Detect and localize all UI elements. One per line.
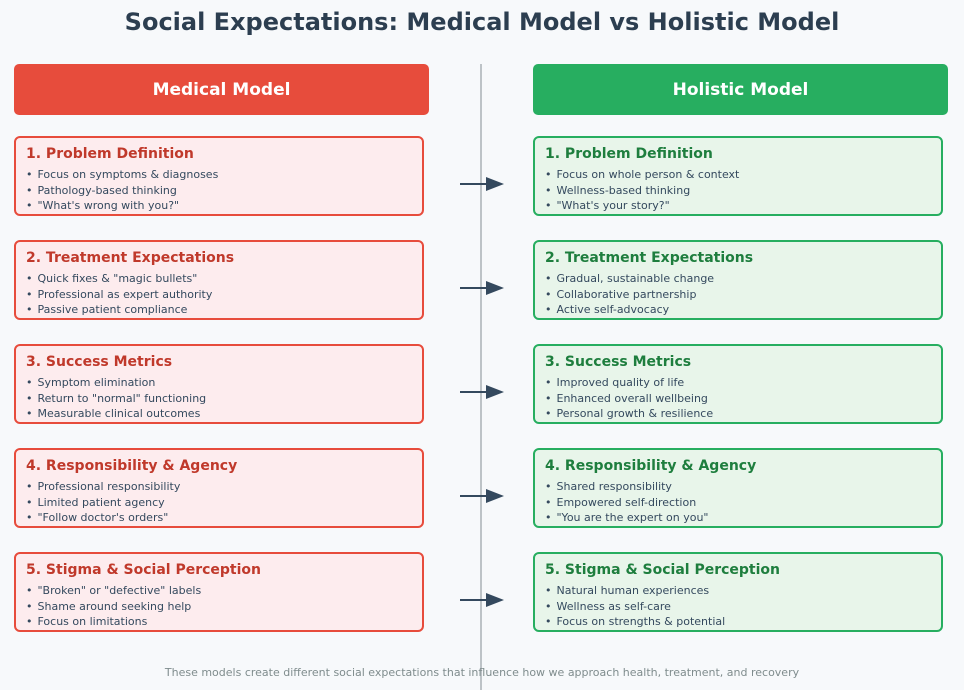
- list-item: Measurable clinical outcomes: [26, 406, 412, 422]
- card-title: 2. Treatment Expectations: [545, 250, 754, 266]
- card-title: 3. Success Metrics: [545, 354, 692, 370]
- card-title: 1. Problem Definition: [545, 146, 713, 162]
- list-item: Natural human experiences: [545, 583, 931, 599]
- list-item: Passive patient compliance: [26, 302, 412, 318]
- list-item: Improved quality of life: [545, 375, 931, 391]
- arrow-right-icon: [460, 281, 504, 295]
- card-title: 3. Success Metrics: [26, 354, 173, 370]
- list-item: Wellness-based thinking: [545, 183, 931, 199]
- medical-card-treatment-expectations: 2. Treatment Expectations Quick fixes & …: [14, 240, 424, 320]
- list-item: Active self-advocacy: [545, 302, 931, 318]
- list-item: Return to "normal" functioning: [26, 391, 412, 407]
- list-item: Limited patient agency: [26, 495, 412, 511]
- list-item: Shared responsibility: [545, 479, 931, 495]
- list-item: Wellness as self-care: [545, 599, 931, 615]
- list-item: Professional as expert authority: [26, 287, 412, 303]
- card-title: 1. Problem Definition: [26, 146, 194, 162]
- card-title: 5. Stigma & Social Perception: [545, 562, 780, 578]
- arrow-right-icon: [460, 593, 504, 607]
- list-item: Shame around seeking help: [26, 599, 412, 615]
- list-item: Focus on whole person & context: [545, 167, 931, 183]
- footer-caption: These models create different social exp…: [164, 666, 800, 679]
- arrow-right-icon: [460, 385, 504, 399]
- list-item: Gradual, sustainable change: [545, 271, 931, 287]
- medical-card-problem-definition: 1. Problem Definition Focus on symptoms …: [14, 136, 424, 216]
- medical-card-stigma-perception: 5. Stigma & Social Perception "Broken" o…: [14, 552, 424, 632]
- holistic-model-header: Holistic Model: [533, 64, 948, 115]
- holistic-card-responsibility-agency: 4. Responsibility & Agency Shared respon…: [533, 448, 943, 528]
- page-title: Social Expectations: Medical Model vs Ho…: [124, 8, 840, 36]
- list-item: "Broken" or "defective" labels: [26, 583, 412, 599]
- card-title: 4. Responsibility & Agency: [545, 458, 757, 474]
- list-item: Focus on limitations: [26, 614, 412, 630]
- card-title: 4. Responsibility & Agency: [26, 458, 238, 474]
- arrow-right-icon: [460, 177, 504, 191]
- list-item: "You are the expert on you": [545, 510, 931, 526]
- medical-card-success-metrics: 3. Success Metrics Symptom elimination R…: [14, 344, 424, 424]
- list-item: Personal growth & resilience: [545, 406, 931, 422]
- list-item: Quick fixes & "magic bullets": [26, 271, 412, 287]
- list-item: Professional responsibility: [26, 479, 412, 495]
- list-item: "What's your story?": [545, 198, 931, 214]
- list-item: Collaborative partnership: [545, 287, 931, 303]
- holistic-card-treatment-expectations: 2. Treatment Expectations Gradual, susta…: [533, 240, 943, 320]
- list-item: Symptom elimination: [26, 375, 412, 391]
- center-divider: [480, 64, 482, 690]
- holistic-card-problem-definition: 1. Problem Definition Focus on whole per…: [533, 136, 943, 216]
- card-title: 5. Stigma & Social Perception: [26, 562, 261, 578]
- holistic-card-stigma-perception: 5. Stigma & Social Perception Natural hu…: [533, 552, 943, 632]
- list-item: Focus on strengths & potential: [545, 614, 931, 630]
- list-item: Empowered self-direction: [545, 495, 931, 511]
- list-item: "What's wrong with you?": [26, 198, 412, 214]
- list-item: "Follow doctor's orders": [26, 510, 412, 526]
- medical-card-responsibility-agency: 4. Responsibility & Agency Professional …: [14, 448, 424, 528]
- list-item: Focus on symptoms & diagnoses: [26, 167, 412, 183]
- list-item: Pathology-based thinking: [26, 183, 412, 199]
- medical-model-header: Medical Model: [14, 64, 429, 115]
- arrow-right-icon: [460, 489, 504, 503]
- holistic-card-success-metrics: 3. Success Metrics Improved quality of l…: [533, 344, 943, 424]
- card-title: 2. Treatment Expectations: [26, 250, 235, 266]
- list-item: Enhanced overall wellbeing: [545, 391, 931, 407]
